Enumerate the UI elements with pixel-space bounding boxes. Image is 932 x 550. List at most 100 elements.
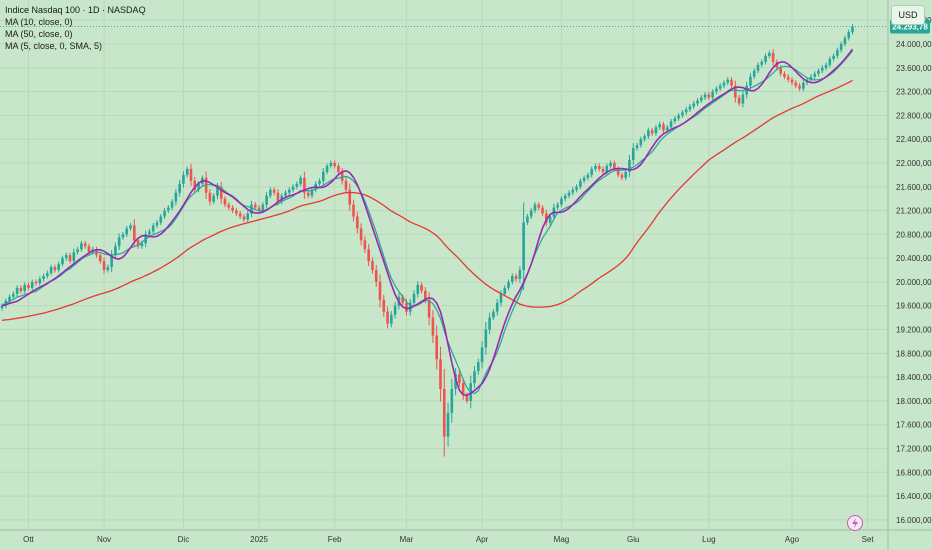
candle-body[interactable] [768,52,771,56]
candle-body[interactable] [582,177,586,181]
candle-body[interactable] [197,183,200,190]
candle-body[interactable] [499,293,503,303]
candle-body[interactable] [216,186,219,196]
candle-body[interactable] [809,76,813,80]
candle-body[interactable] [363,240,367,250]
candle-body[interactable] [794,82,798,86]
candle-body[interactable] [817,70,820,74]
candle-body[interactable] [378,281,382,300]
candle-body[interactable] [824,64,828,68]
candle-body[interactable] [571,189,575,193]
candle-body[interactable] [639,139,643,146]
candle-body[interactable] [416,284,420,294]
candle-body[interactable] [458,374,461,384]
candle-body[interactable] [322,171,325,181]
candle-body[interactable] [696,100,699,104]
candle-body[interactable] [178,183,181,193]
candle-body[interactable] [533,204,537,211]
candle-body[interactable] [681,112,684,116]
candle-body[interactable] [291,186,295,190]
candle-body[interactable] [424,290,427,300]
candle-body[interactable] [125,228,129,235]
candle-body[interactable] [87,246,91,253]
candle-body[interactable] [654,127,658,134]
candle-body[interactable] [27,284,30,288]
candle-body[interactable] [756,64,760,71]
candle-body[interactable] [594,165,597,169]
candle-body[interactable] [337,165,340,172]
candle-body[interactable] [129,225,132,229]
candle-body[interactable] [548,216,552,223]
candle-body[interactable] [798,85,801,89]
candle-body[interactable] [454,374,457,390]
candle-body[interactable] [692,103,696,107]
candle-body[interactable] [250,204,253,214]
candle-body[interactable] [64,255,68,259]
candle-body[interactable] [46,273,49,277]
candle-body[interactable] [420,284,423,291]
candle-body[interactable] [631,148,635,161]
candle-body[interactable] [556,204,559,208]
candle-body[interactable] [269,189,272,196]
candle-body[interactable] [219,186,223,199]
candle-body[interactable] [329,162,333,166]
candle-body[interactable] [15,287,19,294]
candle-body[interactable] [356,216,359,229]
candle-body[interactable] [650,130,654,134]
candle-body[interactable] [563,195,567,199]
candle-body[interactable] [117,237,121,247]
candle-body[interactable] [802,82,805,89]
candle-body[interactable] [734,85,737,98]
candle-body[interactable] [522,222,525,271]
candle-body[interactable] [752,70,756,77]
candle-body[interactable] [374,270,378,282]
candle-body[interactable] [189,168,193,181]
candle-body[interactable] [643,136,646,140]
candle-body[interactable] [253,204,257,208]
candle-body[interactable] [476,362,480,372]
candle-body[interactable] [333,162,336,166]
candle-body[interactable] [567,192,571,196]
candle-body[interactable] [295,183,299,187]
candle-body[interactable] [68,255,72,262]
candle-body[interactable] [684,109,688,113]
candle-body[interactable] [76,249,79,253]
candle-body[interactable] [114,246,117,256]
candle-body[interactable] [303,177,306,193]
candle-body[interactable] [170,201,174,208]
indicator-ma5-label[interactable]: MA (5, close, 0, SMA, 5) [5,41,103,51]
candle-body[interactable] [401,296,404,303]
candle-body[interactable] [212,195,215,202]
candle-body[interactable] [507,281,510,288]
candle-body[interactable] [246,213,249,220]
indicator-ma10-label[interactable]: MA (10, close, 0) [5,17,73,27]
candle-body[interactable] [185,168,189,175]
candle-body[interactable] [514,276,518,279]
candle-body[interactable] [613,162,616,169]
candle-body[interactable] [30,281,34,288]
candle-body[interactable] [276,192,280,202]
candle-body[interactable] [140,243,144,247]
candle-body[interactable] [287,189,291,193]
candle-body[interactable] [560,198,563,205]
candle-body[interactable] [518,270,522,279]
candle-body[interactable] [541,207,544,214]
candle-body[interactable] [828,58,832,65]
candle-body[interactable] [628,160,631,172]
candle-body[interactable] [261,204,265,211]
candle-body[interactable] [306,192,310,196]
candle-body[interactable] [38,278,42,284]
candle-body[interactable] [405,302,408,312]
candle-body[interactable] [586,174,590,178]
candle-body[interactable] [529,210,533,217]
candle-body[interactable] [718,85,722,89]
candle-body[interactable] [344,180,348,190]
candle-body[interactable] [537,204,541,208]
candle-body[interactable] [272,189,276,193]
candle-body[interactable] [673,118,677,122]
candle-body[interactable] [492,311,495,318]
candle-body[interactable] [480,347,484,363]
candle-body[interactable] [575,186,578,190]
candle-body[interactable] [57,264,60,271]
candle-body[interactable] [579,180,582,187]
